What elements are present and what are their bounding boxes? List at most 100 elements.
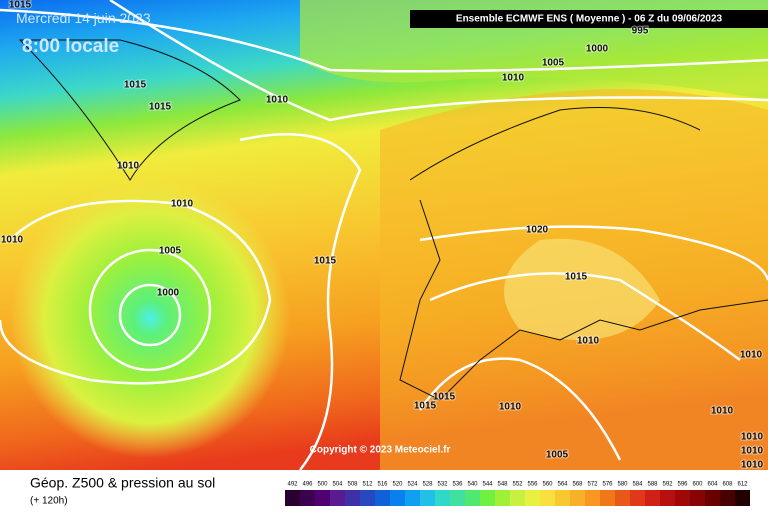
scale-swatch xyxy=(630,490,645,506)
scale-swatch xyxy=(645,490,660,506)
scale-swatch xyxy=(660,490,675,506)
scale-swatch xyxy=(540,490,555,506)
scale-swatch xyxy=(675,490,690,506)
scale-swatch xyxy=(735,490,750,506)
scale-swatch xyxy=(570,490,585,506)
scale-label: 508 xyxy=(347,482,358,488)
isobar-label: 1015 xyxy=(433,392,456,403)
scale-label: 496 xyxy=(302,482,313,488)
scale-swatch xyxy=(330,490,345,506)
scale-label: 540 xyxy=(467,482,478,488)
footer-lead: (+ 120h) xyxy=(30,496,68,507)
scale-label: 556 xyxy=(527,482,538,488)
scale-label: 492 xyxy=(287,482,298,488)
isobar-label: 1010 xyxy=(117,161,140,172)
isobar-label: 1010 xyxy=(1,235,24,246)
isobar-label: 1015 xyxy=(9,0,32,11)
isobar-label: 1005 xyxy=(546,450,569,461)
isobar-label: 1000 xyxy=(157,288,180,299)
isobar-label: 1015 xyxy=(314,256,337,267)
isobar-label: 995 xyxy=(632,26,649,37)
scale-label: 604 xyxy=(707,482,718,488)
isobar-label: 1000 xyxy=(586,44,609,55)
scale-label: 564 xyxy=(557,482,568,488)
scale-swatch xyxy=(450,490,465,506)
isobar-label: 1010 xyxy=(577,336,600,347)
scale-label: 572 xyxy=(587,482,598,488)
isobar-label: 1005 xyxy=(159,246,182,257)
isobar-label: 1010 xyxy=(171,199,194,210)
isobar-label: 1010 xyxy=(499,402,522,413)
isobar-label: 1010 xyxy=(741,432,764,443)
isobar-label: 1010 xyxy=(741,446,764,457)
scale-swatch xyxy=(285,490,300,506)
field-high xyxy=(504,238,660,340)
scale-swatch xyxy=(615,490,630,506)
isobar-label: 1020 xyxy=(526,225,549,236)
scale-swatch xyxy=(315,490,330,506)
isobar-label: 1010 xyxy=(266,95,289,106)
scale-swatch xyxy=(525,490,540,506)
scale-swatch xyxy=(375,490,390,506)
isobar-label: 1005 xyxy=(542,58,565,69)
isobar-label: 1010 xyxy=(740,350,763,361)
scale-swatch xyxy=(600,490,615,506)
scale-label: 584 xyxy=(632,482,643,488)
scale-swatch xyxy=(720,490,735,506)
scale-label: 576 xyxy=(602,482,613,488)
scale-swatch xyxy=(555,490,570,506)
low xyxy=(10,178,290,458)
coast-europe xyxy=(399,107,768,401)
scale-label: 512 xyxy=(362,482,373,488)
scale-label: 608 xyxy=(722,482,733,488)
scale-swatch xyxy=(495,490,510,506)
isobar-label: 1015 xyxy=(565,272,588,283)
scale-label: 520 xyxy=(392,482,403,488)
scale-label: 612 xyxy=(737,482,748,488)
scale-swatch xyxy=(390,490,405,506)
scale-label: 536 xyxy=(452,482,463,488)
scale-label: 504 xyxy=(332,482,343,488)
scale-label: 516 xyxy=(377,482,388,488)
scale-label: 528 xyxy=(422,482,433,488)
isobar-label: 1010 xyxy=(741,460,764,471)
isobar-label: 1015 xyxy=(124,80,147,91)
scale-swatch xyxy=(420,490,435,506)
scale-swatch xyxy=(345,490,360,506)
scale-label: 600 xyxy=(692,482,703,488)
coast-greenland xyxy=(18,39,241,181)
scale-label: 588 xyxy=(647,482,658,488)
isobar-label: 1015 xyxy=(414,401,437,412)
scale-label: 560 xyxy=(542,482,553,488)
scale-swatch xyxy=(300,490,315,506)
time: 8:00 locale xyxy=(22,36,119,57)
scale-label: 532 xyxy=(437,482,448,488)
date: Mercredi 14 juin 2023 xyxy=(16,10,151,26)
scale-swatch xyxy=(465,490,480,506)
scale-label: 596 xyxy=(677,482,688,488)
scale-label: 592 xyxy=(662,482,673,488)
scale-label: 580 xyxy=(617,482,628,488)
scale-swatch xyxy=(360,490,375,506)
model-box xyxy=(410,10,768,28)
model-label: Ensemble ECMWF ENS ( Moyenne ) - 06 Z du… xyxy=(456,14,723,25)
copyright: Copyright © 2023 Meteociel.fr xyxy=(310,445,451,456)
scale-swatch xyxy=(480,490,495,506)
scale-swatch xyxy=(510,490,525,506)
isobars xyxy=(0,0,768,470)
scale-label: 552 xyxy=(512,482,523,488)
scale-label: 548 xyxy=(497,482,508,488)
scale-label: 524 xyxy=(407,482,418,488)
scale-label: 544 xyxy=(482,482,493,488)
scale-swatch xyxy=(405,490,420,506)
isobar-label: 1010 xyxy=(502,73,525,84)
scale-label: 568 xyxy=(572,482,583,488)
scale-swatch xyxy=(705,490,720,506)
isobar-label: 1015 xyxy=(149,102,172,113)
scale-swatch xyxy=(585,490,600,506)
scale-label: 500 xyxy=(317,482,328,488)
footer-title: Géop. Z500 & pression au sol xyxy=(30,475,215,491)
scale-swatch xyxy=(690,490,705,506)
